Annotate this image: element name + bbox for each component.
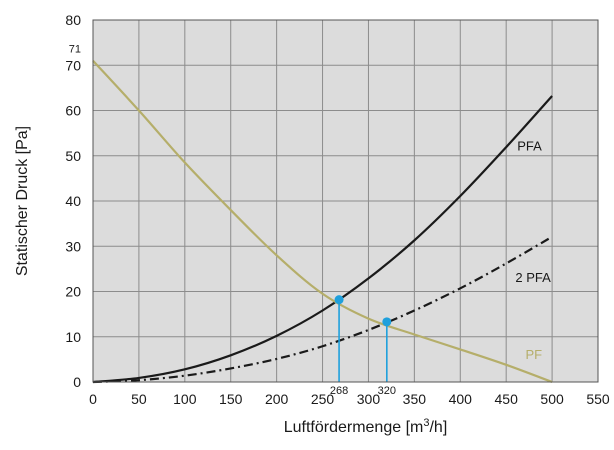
series-line-pf [92, 59, 553, 384]
series-label: 2 PFA [515, 270, 551, 285]
x-tick-label: 300 [357, 391, 381, 407]
x-tick-label: 0 [89, 391, 97, 407]
operating-point-marker [334, 295, 344, 305]
plot-frame [92, 19, 599, 383]
operating-point-label: 268 [330, 385, 348, 397]
y-tick-label: 20 [65, 284, 81, 300]
y-tick-label: 80 [65, 12, 81, 28]
series-line-2-pfa [92, 235, 553, 384]
x-tick-label: 450 [495, 391, 519, 407]
y-axis-title: Statischer Druck [Pa] [14, 126, 31, 276]
x-tick-label: 50 [131, 391, 147, 407]
y-start-value-label: 71 [69, 44, 81, 56]
operating-point-marker [382, 317, 392, 327]
y-tick-label: 70 [65, 57, 81, 73]
series-label: PF [525, 347, 542, 362]
grid [92, 19, 599, 383]
tick-labels: 0 50 100 150 200 250 300 350 400 450 500 550 0 10 20 30… [65, 12, 609, 407]
x-tick-label: 250 [311, 391, 335, 407]
series-label: PFA [517, 139, 542, 154]
x-tick-label: 150 [219, 391, 243, 407]
series-labels: PFA 2 PFA PF [515, 139, 551, 362]
y-tick-label: 30 [65, 238, 81, 254]
operating-point-label: 320 [378, 385, 396, 397]
operating-points [334, 295, 392, 382]
y-tick-label: 60 [65, 103, 81, 119]
series-lines [92, 59, 553, 384]
y-tick-label: 10 [65, 329, 81, 345]
x-tick-label: 100 [173, 391, 197, 407]
series-line-pfa [92, 95, 553, 384]
y-tick-label: 40 [65, 193, 81, 209]
x-tick-label: 400 [449, 391, 473, 407]
x-tick-label: 550 [586, 391, 610, 407]
y-tick-label: 0 [73, 374, 81, 390]
x-tick-label: 200 [265, 391, 289, 407]
x-tick-label: 350 [403, 391, 427, 407]
x-axis-title: Luftfördermenge [m3/h] [284, 417, 448, 436]
y-tick-label: 50 [65, 148, 81, 164]
x-tick-label: 500 [540, 391, 564, 407]
